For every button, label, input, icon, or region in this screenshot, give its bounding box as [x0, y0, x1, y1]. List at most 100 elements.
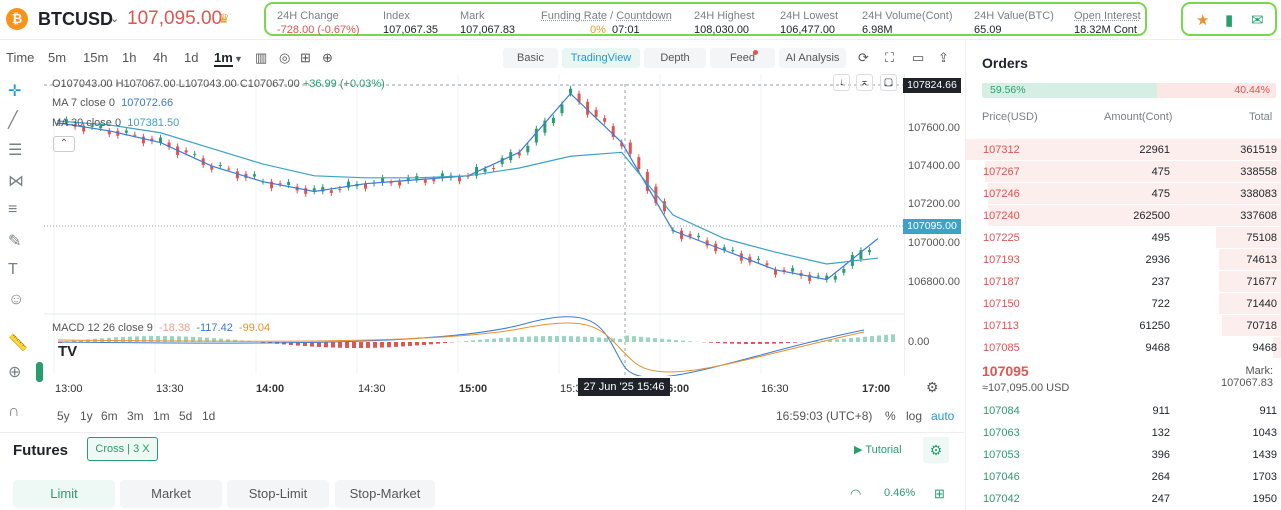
- ask-row[interactable]: 107240 262500 337608: [966, 205, 1281, 227]
- collapse-pane-icon[interactable]: ⌅: [856, 74, 873, 91]
- range-6m[interactable]: 6m: [101, 409, 118, 423]
- tf-15m[interactable]: 15m: [83, 50, 109, 65]
- candle-body: [99, 125, 103, 129]
- trendline-icon[interactable]: ╱: [8, 112, 18, 129]
- emoji-icon[interactable]: ☺: [8, 291, 25, 308]
- ask-row[interactable]: 107267 475 338558: [966, 161, 1281, 183]
- stat-open-interest[interactable]: Open Interest 18.32M Cont: [1074, 10, 1141, 36]
- percent-toggle[interactable]: %: [885, 409, 896, 423]
- fib-icon[interactable]: ≡: [8, 201, 18, 218]
- candle-body: [159, 137, 162, 143]
- ask-price: 107113: [983, 320, 1019, 332]
- trophy-icon[interactable]: ♛: [218, 11, 230, 26]
- bid-row[interactable]: 107053 396 1439: [966, 444, 1281, 466]
- ask-row[interactable]: 107113 61250 70718: [966, 315, 1281, 337]
- horizontal-lines-icon[interactable]: ☰: [8, 142, 23, 159]
- tf-1m[interactable]: 1m: [214, 50, 233, 67]
- compare-icon[interactable]: ⊞: [300, 50, 311, 65]
- ask-row[interactable]: 107187 237 71677: [966, 271, 1281, 293]
- ask-row[interactable]: 107225 495 75108: [966, 227, 1281, 249]
- macd-histogram-bar: [870, 336, 874, 342]
- auto-toggle[interactable]: auto: [931, 409, 955, 423]
- candle-body: [457, 177, 461, 182]
- brush-icon[interactable]: ✎: [8, 233, 22, 250]
- x-tick: 15:3: [560, 383, 582, 395]
- restore-pane-icon[interactable]: ▢: [880, 74, 897, 91]
- zoom-icon[interactable]: ⊕: [8, 364, 22, 381]
- margin-mode-button[interactable]: Cross | 3 X: [87, 437, 158, 461]
- collapse-legend-button[interactable]: ⌃: [53, 136, 75, 152]
- tab-market[interactable]: Market: [120, 480, 222, 508]
- scroll-down-icon[interactable]: ↓: [833, 74, 850, 91]
- text-icon[interactable]: T: [8, 261, 18, 278]
- range-3m[interactable]: 3m: [127, 409, 144, 423]
- tutorial-link[interactable]: ▶ Tutorial: [854, 444, 902, 456]
- sell-pct: 40.44%: [1234, 84, 1270, 96]
- macd-histogram-bar: [723, 342, 727, 344]
- share-icon[interactable]: ⇪: [938, 50, 949, 65]
- crosshair-icon[interactable]: ✛: [8, 83, 22, 100]
- ruler-icon[interactable]: 📏: [8, 335, 28, 352]
- bid-row[interactable]: 107046 264 1703: [966, 466, 1281, 488]
- collapse-handle[interactable]: [36, 362, 43, 382]
- ask-row[interactable]: 107085 9468 9468: [966, 337, 1281, 359]
- ask-row[interactable]: 107150 722 71440: [966, 293, 1281, 315]
- tab-limit[interactable]: Limit: [13, 480, 115, 508]
- refresh-icon[interactable]: ⟳: [858, 50, 869, 65]
- ask-row[interactable]: 107312 22961 361519: [966, 139, 1281, 161]
- tf-1h[interactable]: 1h: [122, 50, 137, 65]
- chart-type-icon[interactable]: ▥: [255, 50, 268, 65]
- grid-icon[interactable]: ⊞: [934, 486, 945, 501]
- candle-body: [167, 142, 171, 147]
- candle-body: [227, 168, 231, 170]
- mail-icon[interactable]: ✉: [1251, 12, 1264, 29]
- range-1d[interactable]: 1d: [202, 409, 216, 423]
- stat-funding[interactable]: Funding Rate / Countdown 0% 07:01: [541, 10, 672, 36]
- range-5d[interactable]: 5d: [179, 409, 193, 423]
- chevron-down-icon[interactable]: ⌄: [110, 13, 120, 25]
- tf-dropdown-icon[interactable]: ▼: [234, 54, 243, 64]
- settings-icon[interactable]: ⚙: [923, 437, 949, 463]
- bid-row[interactable]: 107084 911 911: [966, 400, 1281, 422]
- view-feed[interactable]: Feed: [710, 48, 775, 68]
- price-chart[interactable]: [44, 74, 904, 376]
- tf-4h[interactable]: 4h: [153, 50, 168, 65]
- range-1m[interactable]: 1m: [153, 409, 170, 423]
- indicator-icon[interactable]: ◎: [279, 50, 291, 65]
- depth-bar: [988, 183, 1281, 204]
- log-toggle[interactable]: log: [906, 409, 923, 423]
- layout-icon[interactable]: ▭: [912, 50, 925, 65]
- macd-histogram-bar: [198, 337, 202, 342]
- tradingview-logo-icon: TV: [58, 343, 78, 360]
- candle-body: [133, 134, 137, 136]
- view-depth[interactable]: Depth: [644, 48, 706, 68]
- tab-stop-limit[interactable]: Stop-Limit: [227, 480, 329, 508]
- candle-body: [680, 230, 684, 239]
- bid-row[interactable]: 107063 132 1043: [966, 422, 1281, 444]
- range-5y[interactable]: 5y: [57, 409, 70, 423]
- ask-row[interactable]: 107246 475 338083: [966, 183, 1281, 205]
- tf-1d[interactable]: 1d: [184, 50, 199, 65]
- macd-histogram-bar: [436, 342, 440, 344]
- fullscreen-icon[interactable]: ⛶: [885, 50, 895, 65]
- settings-gear-icon[interactable]: ⚙: [926, 379, 939, 395]
- macd-histogram-bar: [709, 342, 713, 343]
- stat-24h-low: 24H Lowest 106,477.00: [780, 10, 839, 36]
- col-price: Price(USD): [982, 111, 1038, 123]
- pattern-icon[interactable]: ⋈: [8, 173, 24, 190]
- macd-histogram-bar: [310, 342, 314, 347]
- view-ai-analysis[interactable]: AI Analysis: [779, 48, 846, 68]
- magnet-icon[interactable]: ∩: [8, 403, 20, 420]
- star-icon[interactable]: ★: [1196, 12, 1210, 29]
- view-tradingview[interactable]: TradingView: [562, 48, 640, 68]
- symbol-name[interactable]: BTCUSD: [38, 9, 113, 29]
- view-basic[interactable]: Basic: [503, 48, 558, 68]
- tab-stop-market[interactable]: Stop-Market: [335, 480, 435, 508]
- candle-body: [235, 171, 239, 179]
- book-icon[interactable]: ▮: [1225, 12, 1234, 29]
- tf-5m[interactable]: 5m: [48, 50, 67, 65]
- ask-row[interactable]: 107193 2936 74613: [966, 249, 1281, 271]
- add-icon[interactable]: ⊕: [322, 50, 333, 65]
- range-1y[interactable]: 1y: [80, 409, 93, 423]
- bid-row[interactable]: 107042 247 1950: [966, 488, 1281, 510]
